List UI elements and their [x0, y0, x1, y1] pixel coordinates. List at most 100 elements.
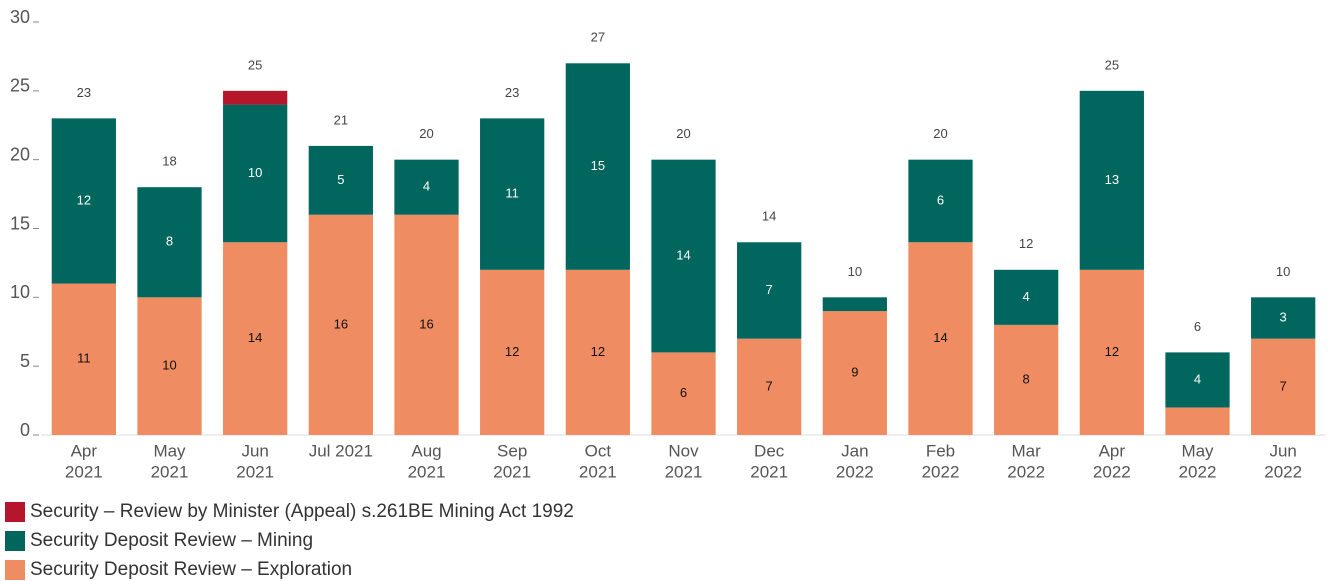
x-tick-label: 2022: [1093, 462, 1131, 481]
x-tick-label: 2022: [922, 462, 960, 481]
x-tick-label: 2021: [151, 462, 189, 481]
bar-segment: [994, 324, 1059, 435]
x-tick-label: May: [153, 441, 186, 460]
total-label: 20: [419, 126, 433, 141]
value-label: 9: [851, 364, 858, 379]
x-tick-label: Apr: [71, 441, 98, 460]
value-label: 12: [77, 192, 91, 207]
total-label: 12: [1019, 236, 1033, 251]
value-label: 3: [1280, 309, 1287, 324]
y-tick-label: 30: [10, 7, 30, 27]
bar-segment: [994, 269, 1059, 325]
bar-segment: [822, 297, 887, 312]
x-tick-label: Jun: [241, 441, 268, 460]
x-tick-label: Jan: [841, 441, 868, 460]
value-label: 8: [1023, 371, 1030, 386]
total-label: 23: [505, 85, 519, 100]
bar-segment: [908, 242, 973, 435]
bar-segment: [651, 352, 716, 435]
value-label: 4: [423, 179, 430, 194]
value-label: 7: [766, 378, 773, 393]
bar-segment: [223, 242, 288, 435]
bar-segment: [565, 269, 630, 435]
bar-segment: [1165, 407, 1230, 435]
legend-label: Security Deposit Review – Mining: [30, 530, 313, 551]
value-label: 16: [419, 316, 433, 331]
bar-segment: [480, 269, 545, 435]
x-tick-label: 2021: [65, 462, 103, 481]
x-tick-label: 2022: [1264, 462, 1302, 481]
y-tick-label: 25: [10, 76, 30, 96]
value-label: 14: [933, 330, 947, 345]
legend-swatch: [5, 502, 25, 522]
value-label: 6: [937, 192, 944, 207]
value-label: 12: [591, 344, 605, 359]
value-label: 12: [505, 344, 519, 359]
y-tick-label: 15: [10, 213, 30, 233]
value-label: 13: [1105, 172, 1119, 187]
bar-segment: [651, 159, 716, 353]
x-tick-label: Dec: [754, 441, 785, 460]
bar-segment: [737, 338, 802, 435]
total-label: 6: [1194, 319, 1201, 334]
y-tick-label: 5: [20, 351, 30, 371]
x-tick-label: 2022: [1007, 462, 1045, 481]
x-tick-label: Jul 2021: [309, 441, 373, 460]
x-tick-label: May: [1181, 441, 1214, 460]
value-label: 11: [77, 351, 91, 366]
x-tick-label: Jun: [1269, 441, 1296, 460]
bar-segment: [822, 311, 887, 435]
total-label: 14: [762, 209, 776, 224]
bar-segment: [480, 118, 545, 270]
value-label: 8: [166, 234, 173, 249]
bar-segment: [137, 187, 202, 298]
total-label: 10: [1276, 264, 1290, 279]
value-label: 7: [1280, 378, 1287, 393]
x-tick-label: Mar: [1012, 441, 1042, 460]
total-label: 20: [676, 126, 690, 141]
x-tick-label: 2021: [665, 462, 703, 481]
value-label: 10: [162, 358, 176, 373]
x-tick-label: 2021: [579, 462, 617, 481]
x-tick-label: 2021: [493, 462, 531, 481]
total-label: 25: [1105, 57, 1119, 72]
bar-segment: [137, 297, 202, 435]
x-tick-label: 2021: [750, 462, 788, 481]
total-label: 18: [162, 154, 176, 169]
bar-segment: [1079, 269, 1144, 435]
x-tick-label: Apr: [1099, 441, 1126, 460]
bar-segment: [1079, 90, 1144, 270]
total-label: 25: [248, 57, 262, 72]
legend-swatch: [5, 560, 25, 580]
value-label: 15: [591, 158, 605, 173]
value-label: 5: [337, 172, 344, 187]
bar-segment: [394, 159, 459, 215]
y-tick-label: 20: [10, 144, 30, 164]
bar-segment: [51, 283, 116, 435]
value-label: 4: [1194, 371, 1201, 386]
legend-swatch: [5, 531, 25, 551]
bar-segment: [308, 145, 373, 215]
bar-segment: [908, 159, 973, 243]
bar-segment: [394, 214, 459, 435]
x-tick-label: 2021: [408, 462, 446, 481]
total-label: 21: [334, 112, 348, 127]
x-tick-label: 2021: [236, 462, 274, 481]
legend-label: Security – Review by Minister (Appeal) s…: [30, 501, 574, 522]
value-label: 16: [334, 316, 348, 331]
total-label: 20: [933, 126, 947, 141]
value-label: 7: [766, 282, 773, 297]
total-label: 10: [848, 264, 862, 279]
bar-segment: [1251, 297, 1316, 339]
bar-segment: [1251, 338, 1316, 435]
total-label: 23: [77, 85, 91, 100]
value-label: 14: [248, 330, 262, 345]
bar-segment: [51, 118, 116, 284]
y-tick-label: 10: [10, 282, 30, 302]
x-tick-label: Nov: [668, 441, 699, 460]
value-label: 6: [680, 385, 687, 400]
value-label: 14: [676, 247, 690, 262]
legend-label: Security Deposit Review – Exploration: [30, 559, 352, 580]
bar-segment: [737, 242, 802, 339]
